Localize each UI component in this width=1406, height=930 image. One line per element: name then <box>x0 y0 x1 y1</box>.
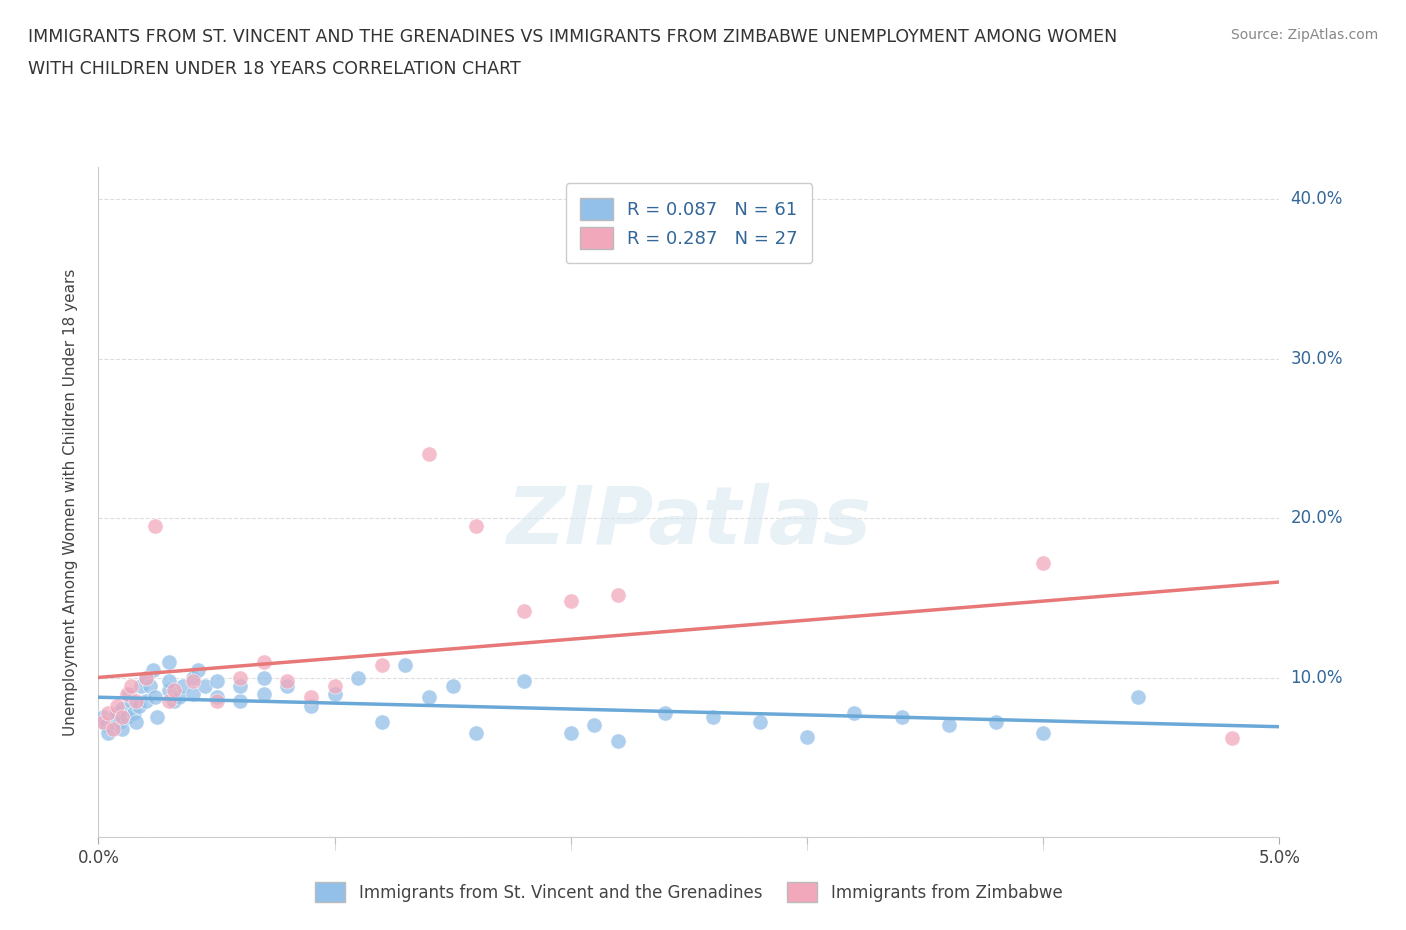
Text: IMMIGRANTS FROM ST. VINCENT AND THE GRENADINES VS IMMIGRANTS FROM ZIMBABWE UNEMP: IMMIGRANTS FROM ST. VINCENT AND THE GREN… <box>28 28 1118 46</box>
Text: 40.0%: 40.0% <box>1291 191 1343 208</box>
Text: 20.0%: 20.0% <box>1291 509 1343 527</box>
Point <box>187 662 209 677</box>
Point <box>135 671 157 685</box>
Point <box>253 654 276 669</box>
Point <box>418 689 440 704</box>
Point <box>118 686 141 701</box>
Point <box>157 683 180 698</box>
Point <box>253 686 276 701</box>
Point <box>347 671 370 685</box>
Point <box>560 593 582 608</box>
Point <box>844 705 866 720</box>
Point <box>121 678 143 693</box>
Point <box>167 689 190 704</box>
Point <box>938 718 960 733</box>
Point <box>129 678 152 693</box>
Point <box>890 710 912 724</box>
Point <box>465 726 488 741</box>
Point <box>323 678 346 693</box>
Point <box>181 671 204 685</box>
Point <box>276 673 298 688</box>
Point <box>125 694 148 709</box>
Point <box>418 447 440 462</box>
Point <box>125 715 148 730</box>
Point <box>1032 555 1054 570</box>
Point <box>139 678 162 693</box>
Text: Source: ZipAtlas.com: Source: ZipAtlas.com <box>1230 28 1378 42</box>
Point <box>748 715 770 730</box>
Point <box>205 689 228 704</box>
Point <box>1126 689 1149 704</box>
Point <box>702 710 724 724</box>
Point <box>128 698 150 713</box>
Point <box>371 715 394 730</box>
Point <box>146 710 169 724</box>
Point <box>205 673 228 688</box>
Point <box>121 694 143 709</box>
Text: 10.0%: 10.0% <box>1291 669 1343 686</box>
Point <box>465 519 488 534</box>
Point <box>135 694 157 709</box>
Point <box>97 705 120 720</box>
Point <box>91 715 114 730</box>
Point <box>276 678 298 693</box>
Point <box>163 683 186 698</box>
Point <box>607 587 630 602</box>
Point <box>181 673 204 688</box>
Text: ZIPatlas: ZIPatlas <box>506 484 872 562</box>
Point <box>560 726 582 741</box>
Point <box>229 694 252 709</box>
Point <box>157 673 180 688</box>
Point <box>122 705 145 720</box>
Point <box>115 686 138 701</box>
Point <box>157 694 180 709</box>
Point <box>229 671 252 685</box>
Legend: Immigrants from St. Vincent and the Grenadines, Immigrants from Zimbabwe: Immigrants from St. Vincent and the Gren… <box>302 869 1076 916</box>
Point <box>181 686 204 701</box>
Text: WITH CHILDREN UNDER 18 YEARS CORRELATION CHART: WITH CHILDREN UNDER 18 YEARS CORRELATION… <box>28 60 520 78</box>
Point <box>111 710 134 724</box>
Point <box>229 678 252 693</box>
Point <box>194 678 217 693</box>
Point <box>111 721 134 736</box>
Point <box>105 698 128 713</box>
Point <box>441 678 464 693</box>
Y-axis label: Unemployment Among Women with Children Under 18 years: Unemployment Among Women with Children U… <box>63 269 77 736</box>
Point <box>115 710 138 724</box>
Point <box>607 734 630 749</box>
Point <box>299 689 322 704</box>
Point <box>143 519 166 534</box>
Point <box>253 671 276 685</box>
Point <box>111 702 134 717</box>
Point <box>512 604 534 618</box>
Point <box>157 654 180 669</box>
Point <box>143 689 166 704</box>
Point <box>94 718 117 733</box>
Point <box>323 686 346 701</box>
Point <box>394 658 416 672</box>
Text: 30.0%: 30.0% <box>1291 350 1343 367</box>
Point <box>512 673 534 688</box>
Point <box>583 718 606 733</box>
Point <box>299 698 322 713</box>
Point <box>163 694 186 709</box>
Point <box>205 694 228 709</box>
Point <box>371 658 394 672</box>
Point <box>97 726 120 741</box>
Point <box>142 662 165 677</box>
Point <box>654 705 676 720</box>
Point <box>101 721 124 736</box>
Point <box>104 710 127 724</box>
Point <box>105 705 128 720</box>
Point <box>101 715 124 730</box>
Point <box>796 729 818 744</box>
Point <box>172 678 194 693</box>
Point <box>135 671 157 685</box>
Point <box>1220 731 1243 746</box>
Point <box>108 715 131 730</box>
Point <box>91 710 114 724</box>
Point <box>1032 726 1054 741</box>
Point <box>984 715 1007 730</box>
